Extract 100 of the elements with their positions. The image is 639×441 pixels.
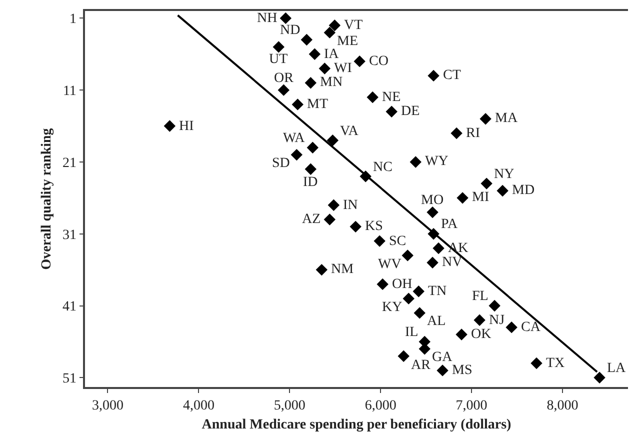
point [328,199,340,211]
annotation: FL [472,289,488,304]
annotation: TN [428,284,447,299]
annotation: IA [324,47,340,62]
annotation: NM [331,262,354,277]
point [480,112,492,125]
point [304,77,317,89]
annotation: MS [452,363,472,378]
annotation: NJ [489,313,506,328]
y-axis-title: Overall quality ranking [40,128,55,270]
annotation: CO [369,54,388,69]
point [410,156,422,168]
y-tick-label: 21 [62,156,76,171]
point [426,206,438,218]
point [300,34,313,46]
point [456,192,468,204]
point [428,70,440,82]
annotation: SC [389,234,406,249]
annotation: NV [442,255,462,270]
annotation: WI [334,61,352,76]
x-tick-label: 3,000 [92,398,124,414]
point [350,220,362,233]
point [316,264,328,276]
annotation: RI [466,126,480,141]
annotation: ID [303,175,318,190]
annotation: MI [472,190,490,205]
point [308,48,321,60]
annotation: IL [405,325,418,340]
annotation: WA [283,131,306,146]
annotation: TX [546,356,565,371]
annotation: MO [421,193,444,208]
y-tick-label: 11 [62,84,76,99]
y-tick-label: 41 [62,300,76,315]
point [428,228,440,240]
point [280,12,292,24]
annotation: SD [272,156,290,171]
x-tick-label: 5,000 [274,398,306,414]
point [480,178,492,190]
x-axis-title: Annual Medicare spending per beneficiary (dollars) [202,417,512,432]
point [360,170,372,182]
annotation: CT [443,68,462,83]
annotation: MA [495,111,518,126]
point [292,98,304,110]
x-tick-label: 7,000 [456,398,488,414]
x-tick-label: 4,000 [182,398,214,414]
point [290,148,302,161]
annotation: VT [344,18,364,33]
annotation: NY [494,167,514,182]
point [328,20,341,32]
point [374,235,386,247]
point [324,214,336,226]
point [474,314,486,326]
point [432,242,444,254]
point [326,134,339,146]
annotation: KS [365,219,383,234]
point [306,142,319,154]
annotation: ME [337,34,358,49]
y-tick-label: 51 [62,372,76,387]
point [436,364,448,376]
point [278,84,290,96]
annotation: OK [471,327,492,342]
point [496,184,508,197]
annotation: NH [257,11,278,26]
annotation: WY [425,154,448,169]
x-tick-label: 8,000 [546,398,578,414]
annotation: WV [378,257,402,272]
point [426,256,438,268]
point [412,286,424,298]
annotation: HI [179,119,194,134]
point [318,62,331,74]
annotation: PA [441,217,458,232]
annotation: GA [432,350,454,365]
annotation: OR [274,71,294,86]
annotation: ND [280,23,300,38]
x-tick-label: 6,000 [364,398,396,414]
annotation: MN [320,75,343,90]
annotation: CA [521,320,542,335]
point [506,321,518,334]
point [164,120,176,132]
annotation: AL [427,314,446,329]
annotation: LA [607,361,627,376]
point [402,292,414,304]
y-tick-label: 1 [69,12,76,28]
point [488,300,500,312]
point [402,250,414,262]
point [530,357,542,370]
point [304,163,317,176]
annotation: VA [340,124,360,139]
point [386,106,398,118]
annotation: IN [343,198,358,213]
point [594,372,606,384]
point [414,307,426,319]
point [398,350,410,362]
point [450,127,462,140]
point [354,55,366,68]
annotation: AZ [302,212,321,227]
point [272,41,284,53]
annotation: NC [373,160,392,175]
annotation: MD [512,183,535,198]
annotation: NE [382,90,401,105]
